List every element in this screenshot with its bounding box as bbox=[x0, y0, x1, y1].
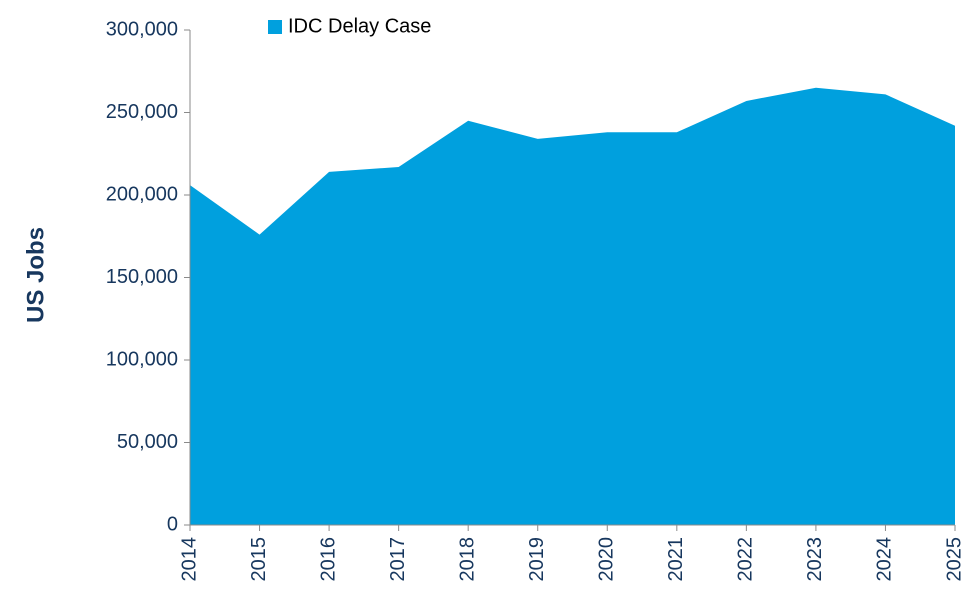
y-tick-label: 200,000 bbox=[106, 183, 178, 205]
y-tick-label: 0 bbox=[167, 513, 178, 535]
y-tick-label: 150,000 bbox=[106, 266, 178, 288]
x-tick-label: 2017 bbox=[387, 537, 409, 582]
legend-label: IDC Delay Case bbox=[288, 15, 431, 37]
x-tick-label: 2020 bbox=[596, 537, 618, 582]
x-tick-label: 2024 bbox=[874, 537, 896, 582]
x-tick-label: 2025 bbox=[943, 537, 965, 582]
x-tick-label: 2016 bbox=[317, 537, 339, 582]
x-tick-label: 2022 bbox=[735, 537, 757, 582]
y-tick-label: 250,000 bbox=[106, 101, 178, 123]
y-tick-label: 100,000 bbox=[106, 348, 178, 370]
x-tick-label: 2018 bbox=[456, 537, 478, 582]
x-tick-label: 2023 bbox=[804, 537, 826, 582]
area bbox=[190, 87, 955, 525]
x-tick-label: 2015 bbox=[248, 537, 270, 582]
x-tick-label: 2019 bbox=[526, 537, 548, 582]
x-tick-label: 2021 bbox=[665, 537, 687, 582]
y-tick-label: 50,000 bbox=[117, 431, 178, 453]
x-tick-label: 2014 bbox=[178, 537, 200, 582]
y-tick-label: 300,000 bbox=[106, 18, 178, 40]
legend-swatch bbox=[268, 20, 282, 34]
y-axis-label: US Jobs bbox=[22, 227, 49, 323]
